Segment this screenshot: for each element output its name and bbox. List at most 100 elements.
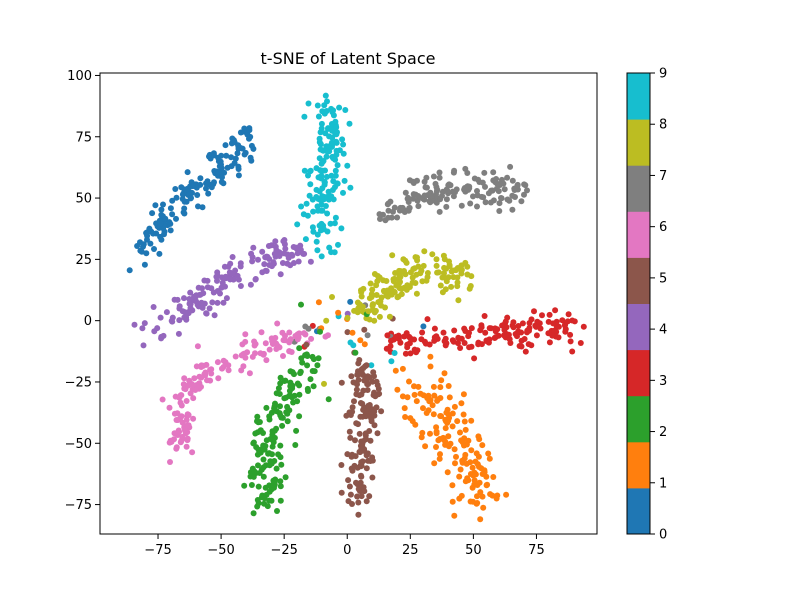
scatter-point-class-1: [471, 477, 478, 484]
scatter-point-class-0: [157, 220, 164, 227]
scatter-point-class-6: [208, 366, 215, 373]
scatter-point-class-1: [411, 383, 417, 390]
scatter-point-class-3: [407, 335, 414, 342]
scatter-point-class-4: [227, 260, 234, 267]
scatter-point-class-0: [248, 142, 255, 149]
scatter-point-class-5: [346, 428, 353, 435]
scatter-point-class-5: [338, 379, 345, 386]
scatter-point-class-2: [304, 385, 311, 392]
scatter-point-class-0: [347, 298, 354, 305]
scatter-point-class-1: [459, 439, 466, 446]
scatter-point-class-9: [306, 192, 313, 199]
scatter-point-class-3: [392, 334, 399, 340]
scatter-point-class-5: [361, 447, 368, 454]
scatter-point-class-2: [277, 442, 284, 449]
scatter-point-class-6: [183, 443, 190, 450]
scatter-point-class-1: [486, 455, 493, 462]
scatter-point-class-0: [169, 211, 176, 218]
scatter-point-class-8: [321, 380, 327, 387]
scatter-point-class-4: [198, 299, 205, 306]
scatter-point-class-9: [321, 179, 328, 186]
scatter-point-class-3: [559, 317, 566, 324]
scatter-point-class-1: [451, 512, 458, 519]
scatter-point-class-9: [313, 238, 320, 245]
scatter-point-class-3: [424, 316, 431, 323]
scatter-point-class-1: [412, 421, 419, 428]
scatter-point-class-1: [335, 309, 342, 316]
scatter-point-class-2: [257, 449, 264, 456]
scatter-point-class-3: [551, 327, 558, 334]
scatter-point-class-8: [354, 309, 361, 316]
x-tick-label: −50: [207, 543, 234, 558]
scatter-point-class-1: [456, 473, 463, 480]
scatter-point-class-1: [487, 491, 494, 498]
scatter-point-class-4: [131, 321, 138, 328]
scatter-point-class-3: [461, 325, 468, 332]
scatter-point-class-3: [546, 339, 553, 346]
scatter-point-class-4: [220, 282, 227, 289]
y-axis-ticks: −75 −50 −25 0 25 50 75 100: [65, 69, 100, 513]
scatter-point-class-6: [308, 335, 315, 342]
y-tick-label: −25: [65, 375, 92, 390]
scatter-point-class-7: [511, 185, 518, 192]
scatter-point-class-5: [354, 371, 361, 378]
scatter-point-class-5: [361, 377, 368, 384]
scatter-point-class-0: [160, 201, 166, 208]
scatter-point-class-2: [253, 444, 260, 451]
scatter-point-class-4: [247, 281, 254, 288]
scatter-point-class-9: [340, 150, 347, 157]
scatter-point-class-1: [417, 390, 424, 397]
scatter-point-class-2: [284, 410, 291, 417]
scatter-point-class-6: [189, 382, 196, 389]
scatter-point-class-8: [412, 280, 419, 286]
scatter-point-class-8: [452, 267, 459, 274]
scatter-point-class-4: [211, 312, 218, 319]
scatter-point-class-8: [354, 299, 361, 306]
scatter-point-class-8: [433, 262, 440, 269]
scatter-point-class-5: [367, 437, 374, 444]
scatter-point-class-1: [431, 460, 438, 467]
scatter-point-class-6: [286, 329, 293, 336]
scatter-point-class-2: [315, 355, 322, 362]
scatter-point-class-7: [504, 196, 511, 203]
scatter-point-class-9: [319, 108, 326, 115]
scatter-point-class-6: [171, 430, 178, 437]
scatter-point-class-8: [412, 254, 419, 261]
y-tick-label: 50: [75, 192, 92, 207]
scatter-point-class-9: [330, 140, 336, 147]
scatter-point-class-3: [397, 339, 404, 346]
scatter-point-class-9: [310, 208, 317, 215]
scatter-point-class-6: [202, 369, 209, 376]
scatter-point-class-8: [434, 269, 441, 276]
scatter-point-class-5: [362, 430, 369, 437]
scatter-point-class-3: [440, 329, 447, 336]
scatter-point-class-8: [413, 290, 420, 297]
colorbar-segment-7: [627, 165, 650, 212]
scatter-point-class-2: [262, 484, 269, 491]
scatter-point-class-2: [266, 497, 273, 504]
scatter-point-class-1: [465, 477, 472, 484]
scatter-point-class-4: [186, 296, 193, 302]
scatter-point-class-5: [351, 398, 357, 405]
scatter-point-class-4: [176, 305, 183, 312]
scatter-point-class-0: [173, 194, 180, 201]
scatter-point-class-1: [476, 436, 483, 443]
scatter-point-class-3: [567, 338, 574, 345]
scatter-point-class-9: [332, 214, 339, 221]
scatter-point-class-1: [429, 402, 436, 409]
scatter-point-class-8: [466, 285, 473, 292]
scatter-point-class-8: [441, 264, 448, 271]
scatter-point-class-6: [273, 340, 280, 347]
scatter-point-class-5: [357, 463, 364, 470]
scatter-point-class-7: [521, 181, 528, 188]
scatter-point-class-8: [373, 292, 380, 298]
scatter-point-class-6: [295, 334, 302, 341]
scatter-point-class-2: [263, 404, 270, 411]
scatter-point-class-3: [569, 317, 576, 324]
scatter-point-class-8: [403, 286, 410, 293]
scatter-point-class-1: [430, 383, 437, 390]
scatter-point-class-0: [146, 225, 153, 232]
colorbar-segment-2: [627, 395, 650, 443]
scatter-point-class-9: [347, 184, 354, 191]
scatter-point-class-4: [281, 250, 288, 257]
